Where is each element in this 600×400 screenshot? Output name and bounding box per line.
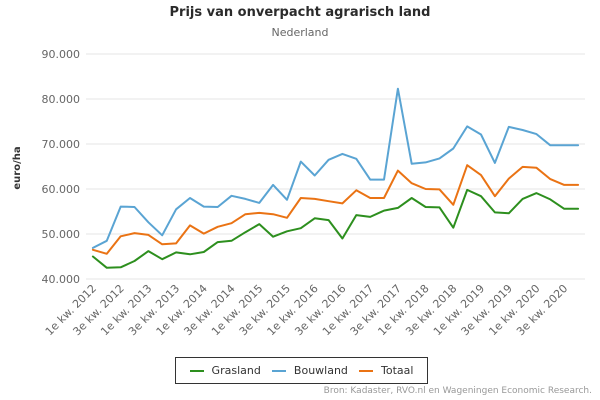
legend-swatch-grasland xyxy=(189,369,204,372)
y-tick-label: 50.000 xyxy=(42,228,81,241)
legend-label-bouwland: Bouwland xyxy=(293,364,348,377)
legend-swatch-bouwland xyxy=(271,369,286,372)
y-axis-label: euro/ha xyxy=(12,146,23,189)
line-chart: 40.000 50.000 60.000 70.000 80.000 90.000 1e … xyxy=(12,48,585,338)
series-line-totaal[interactable] xyxy=(91,164,580,255)
legend-label-totaal: Totaal xyxy=(381,364,414,377)
chart-subtitle: Nederland xyxy=(271,26,329,39)
legend-item-bouwland[interactable]: Bouwland xyxy=(271,364,348,377)
y-tick-label: 40.000 xyxy=(42,273,81,286)
y-tick-label: 70.000 xyxy=(42,138,81,151)
chart-title: Prijs van onverpacht agrarisch land xyxy=(169,5,431,20)
grid-lines xyxy=(86,53,585,280)
chart-legend: Grasland Bouwland Totaal xyxy=(175,357,428,384)
series-line-bouwland[interactable] xyxy=(91,87,580,249)
legend-swatch-totaal xyxy=(359,369,374,372)
series-line-grasland[interactable] xyxy=(91,188,580,269)
y-tick-label: 80.000 xyxy=(42,93,81,106)
legend-item-totaal[interactable]: Totaal xyxy=(359,364,413,377)
source-credit: Bron: Kadaster, RVO.nl en Wageningen Eco… xyxy=(323,386,592,396)
y-tick-labels: 40.000 50.000 60.000 70.000 80.000 90.000 xyxy=(42,48,81,286)
legend-item-grasland[interactable]: Grasland xyxy=(189,364,261,377)
series-lines xyxy=(91,87,580,269)
legend-label-grasland: Grasland xyxy=(211,364,261,377)
y-tick-label: 60.000 xyxy=(42,183,81,196)
y-tick-label: 90.000 xyxy=(42,48,81,61)
